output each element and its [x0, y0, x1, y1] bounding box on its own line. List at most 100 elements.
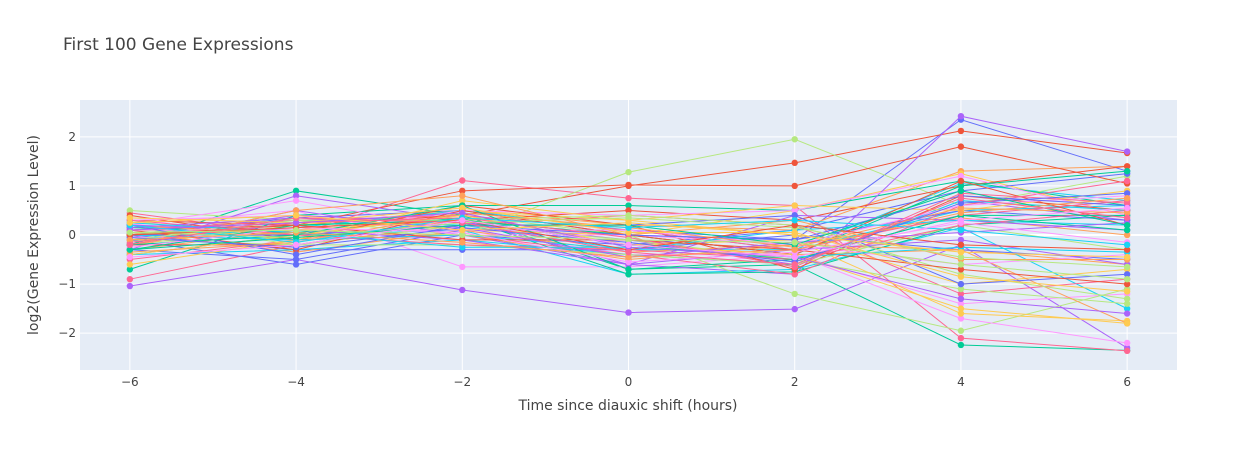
data-point	[126, 261, 134, 268]
data-point	[957, 177, 965, 185]
x-tick-label: −6	[121, 375, 139, 389]
data-point	[292, 219, 300, 226]
data-point	[957, 113, 965, 120]
data-point	[126, 282, 134, 290]
data-point	[791, 217, 798, 224]
data-point	[957, 273, 965, 280]
data-point	[1123, 199, 1131, 207]
data-point	[292, 241, 300, 249]
data-point	[292, 197, 300, 204]
data-point	[625, 253, 632, 261]
data-point	[625, 236, 632, 244]
data-point	[126, 219, 134, 226]
data-point	[957, 236, 965, 244]
data-point	[126, 214, 134, 222]
data-point	[1123, 300, 1131, 307]
data-point	[625, 229, 632, 236]
data-point	[791, 290, 798, 298]
data-point	[1123, 271, 1131, 278]
data-point	[459, 177, 466, 184]
data-point	[1123, 288, 1131, 295]
y-axis-ticks: −2 −1 0 1 2	[58, 130, 76, 340]
data-point	[957, 300, 965, 307]
data-point	[292, 261, 300, 268]
data-point	[1123, 163, 1131, 170]
data-point	[957, 341, 965, 349]
data-point	[459, 226, 466, 234]
x-tick-label: 4	[957, 375, 965, 389]
data-point	[1123, 280, 1131, 288]
data-point	[957, 204, 965, 212]
data-point	[1123, 209, 1131, 217]
data-point	[791, 239, 798, 246]
data-point	[459, 204, 466, 212]
data-point	[1123, 295, 1131, 303]
data-point	[957, 266, 965, 273]
data-point	[625, 207, 632, 214]
data-point	[791, 202, 798, 209]
data-point	[957, 182, 965, 190]
y-axis-label: log2(Gene Expression Level)	[26, 135, 42, 335]
data-point	[459, 187, 466, 195]
x-tick-label: 6	[1123, 375, 1131, 389]
y-tick-label: 1	[68, 179, 76, 193]
data-point	[292, 251, 300, 258]
data-point	[1123, 246, 1131, 253]
data-point	[957, 327, 965, 334]
data-point	[791, 212, 798, 219]
data-point	[957, 226, 965, 234]
data-point	[459, 217, 466, 224]
data-point	[292, 192, 300, 199]
data-point	[1123, 347, 1131, 355]
data-point	[292, 226, 300, 234]
data-point	[1123, 310, 1131, 317]
data-point	[1123, 263, 1131, 271]
data-point	[625, 168, 632, 176]
data-point	[625, 248, 632, 256]
data-point	[1123, 231, 1131, 239]
data-point	[625, 219, 632, 226]
x-tick-label: 0	[625, 375, 633, 389]
series-68	[126, 226, 1131, 283]
data-point	[459, 197, 466, 204]
data-point	[1123, 177, 1131, 185]
series-layer	[126, 113, 1131, 355]
data-point	[957, 261, 965, 268]
data-point	[791, 182, 798, 190]
x-tick-label: −4	[287, 375, 305, 389]
data-point	[1123, 241, 1131, 249]
data-point	[957, 315, 965, 322]
y-tick-label: 0	[68, 228, 76, 242]
data-point	[791, 261, 798, 268]
data-point	[625, 181, 632, 189]
data-point	[1123, 148, 1131, 155]
data-point	[459, 209, 466, 217]
data-point	[957, 172, 965, 180]
data-point	[625, 241, 632, 249]
y-tick-label: −1	[58, 277, 76, 291]
data-point	[957, 199, 965, 207]
series-69	[126, 204, 1131, 261]
data-point	[791, 253, 798, 261]
data-point	[459, 239, 466, 246]
x-tick-label: −2	[453, 375, 471, 389]
y-tick-label: 2	[68, 130, 76, 144]
data-point	[957, 241, 965, 249]
data-point	[126, 236, 134, 244]
data-point	[957, 285, 965, 293]
data-point	[1123, 221, 1131, 229]
data-point	[625, 258, 632, 266]
data-point	[957, 310, 965, 317]
data-point	[625, 266, 632, 273]
data-point	[957, 143, 965, 150]
data-point	[459, 244, 466, 251]
data-point	[957, 253, 965, 261]
data-point	[957, 290, 965, 298]
data-point	[292, 187, 300, 195]
data-point	[126, 266, 134, 273]
data-point	[957, 305, 965, 312]
data-point	[625, 214, 632, 222]
data-point	[957, 248, 965, 256]
data-point	[292, 256, 300, 263]
